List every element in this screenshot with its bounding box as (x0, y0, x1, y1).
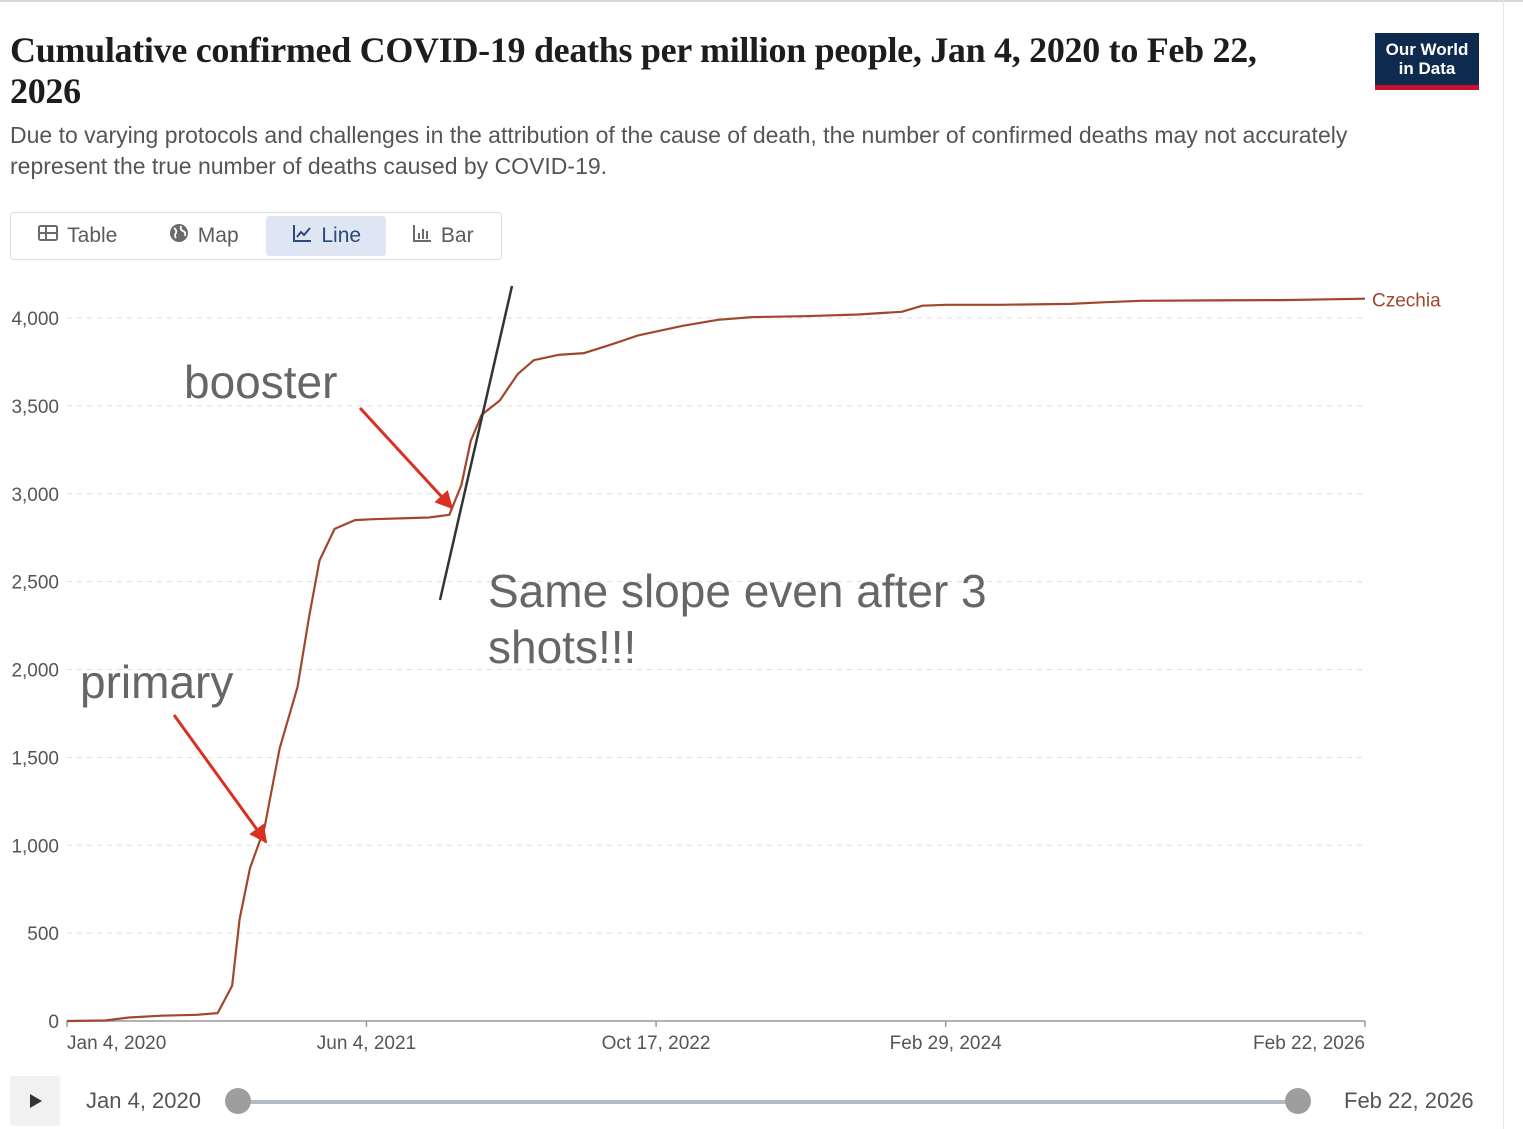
slope-guide-line (438, 285, 514, 601)
y-tick-label: 500 (27, 924, 59, 945)
booster-arrow (358, 406, 454, 510)
series-layer: Czechia (66, 291, 1441, 1023)
tab-map[interactable]: Map (140, 216, 265, 256)
right-rule (1503, 0, 1504, 1129)
timeline-end-label: Feb 22, 2026 (1344, 1088, 1474, 1113)
timeline-start-label: Jan 4, 2020 (86, 1088, 201, 1113)
tab-bar-label: Bar (440, 224, 474, 247)
y-tick-label: 2,500 (11, 573, 59, 594)
play-button[interactable] (10, 1076, 60, 1126)
chart-title: Cumulative confirmed COVID-19 deaths per… (10, 30, 1257, 111)
x-axis: Jan 4, 2020 Jun 4, 2021 Oct 17, 2022 Feb 29… (66, 1020, 1366, 1054)
slope-annotation-line-2: shots!!! (488, 621, 636, 673)
tab-line[interactable]: Line (265, 216, 387, 256)
logo-line-2: in Data (1398, 59, 1456, 78)
y-tick-label: 3,000 (11, 485, 59, 506)
logo-line-1: Our World (1385, 40, 1469, 59)
bar-chart-icon (411, 222, 433, 250)
x-tick-label: Jan 4, 2020 (67, 1033, 166, 1054)
tab-bar[interactable]: Bar (386, 216, 498, 256)
view-tabs: Table Map Line Bar (10, 212, 502, 260)
tab-table-label: Table (67, 224, 118, 247)
x-tick-label: Feb 22, 2026 (1253, 1033, 1365, 1054)
timeline-end-handle[interactable] (1285, 1088, 1311, 1114)
line-chart: 05001,0001,5002,0002,5003,0003,5004,000 … (11, 285, 1441, 1054)
tab-map-label: Map (197, 224, 239, 247)
booster-annotation: booster (184, 356, 337, 408)
y-axis: 0 500 1,000 1,500 2,000 2,500 3,000 3,500 4,000 (11, 309, 59, 1033)
x-tick-label: Oct 17, 2022 (602, 1033, 711, 1054)
primary-annotation: primary (80, 656, 233, 708)
y-tick-label: 3,500 (11, 397, 59, 418)
owid-logo[interactable]: Our World in Data (1375, 33, 1479, 90)
slope-annotation-line-1: Same slope even after 3 (488, 565, 987, 617)
tab-line-label: Line (321, 224, 362, 247)
timeline-slider-track[interactable] (238, 1100, 1298, 1104)
series-line-czechia (66, 297, 1366, 1023)
line-chart-icon (291, 222, 313, 250)
globe-icon (168, 222, 190, 250)
top-rule (0, 0, 1523, 2)
timeline-controls: Jan 4, 2020 Feb 22, 2026 (0, 1076, 1523, 1129)
gridlines (67, 317, 1365, 934)
y-tick-label: 2,000 (11, 661, 59, 682)
tab-table[interactable]: Table (14, 216, 140, 256)
x-tick-label: Jun 4, 2021 (317, 1033, 416, 1054)
primary-arrow (172, 714, 268, 844)
y-tick-label: 1,500 (11, 748, 59, 769)
y-tick-label: 0 (48, 1012, 59, 1033)
y-tick-label: 4,000 (11, 309, 59, 330)
series-label-czechia: Czechia (1372, 291, 1441, 312)
play-icon (30, 1094, 42, 1108)
timeline-start-handle[interactable] (225, 1088, 251, 1114)
x-tick-label: Feb 29, 2024 (890, 1033, 1002, 1054)
y-tick-label: 1,000 (11, 836, 59, 857)
table-icon (37, 222, 59, 250)
chart-subtitle: Due to varying protocols and challenges … (10, 122, 1348, 179)
